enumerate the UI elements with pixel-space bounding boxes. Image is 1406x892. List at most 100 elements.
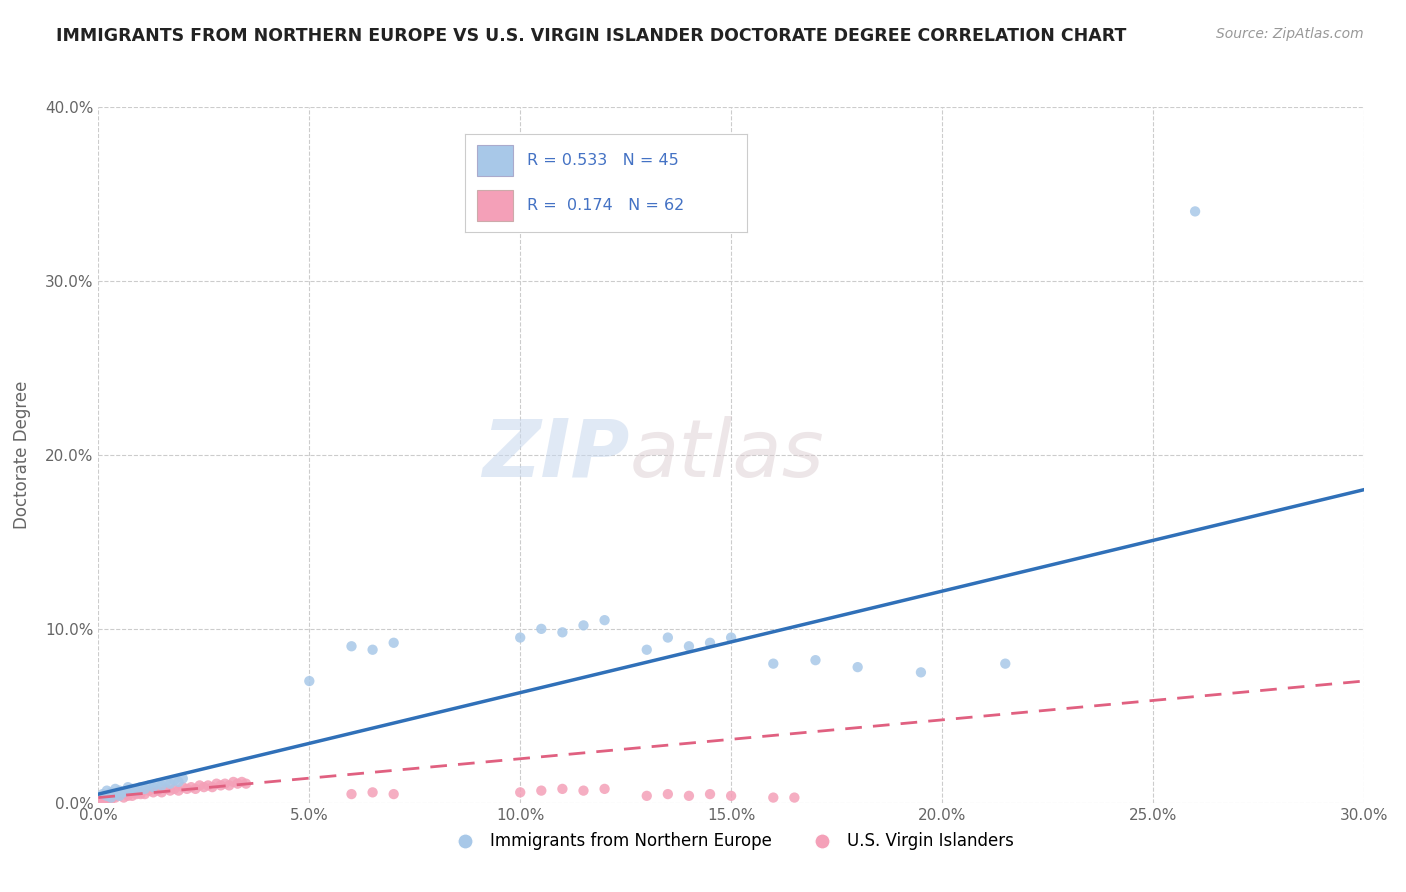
Point bbox=[125, 783, 148, 797]
Point bbox=[91, 794, 114, 808]
Y-axis label: Doctorate Degree: Doctorate Degree bbox=[13, 381, 31, 529]
Point bbox=[361, 642, 384, 657]
Point bbox=[657, 631, 679, 645]
Point bbox=[138, 783, 160, 797]
Point bbox=[96, 792, 118, 806]
Point bbox=[155, 775, 177, 789]
Point bbox=[100, 787, 122, 801]
Point bbox=[91, 790, 114, 805]
Point bbox=[117, 780, 139, 794]
Text: R = 0.533   N = 45: R = 0.533 N = 45 bbox=[527, 153, 679, 169]
Point bbox=[121, 785, 143, 799]
Point bbox=[222, 775, 245, 789]
Point bbox=[209, 778, 232, 793]
Bar bbox=[477, 190, 513, 221]
Bar bbox=[477, 145, 513, 177]
Text: R =  0.174   N = 62: R = 0.174 N = 62 bbox=[527, 198, 685, 213]
Point bbox=[104, 781, 127, 796]
Point bbox=[636, 789, 658, 803]
Point bbox=[678, 789, 700, 803]
Point bbox=[197, 778, 219, 793]
Point bbox=[509, 631, 531, 645]
Point bbox=[167, 775, 190, 789]
Point bbox=[96, 783, 118, 797]
Point bbox=[340, 787, 363, 801]
Point bbox=[146, 783, 169, 797]
Point bbox=[994, 657, 1017, 671]
Point bbox=[184, 781, 207, 796]
Point bbox=[804, 653, 827, 667]
Point bbox=[720, 631, 742, 645]
Point bbox=[699, 787, 721, 801]
Point bbox=[382, 636, 405, 650]
Point bbox=[104, 790, 127, 805]
Point bbox=[188, 778, 211, 793]
Point bbox=[91, 787, 114, 801]
Point bbox=[340, 639, 363, 653]
Point bbox=[100, 792, 122, 806]
Point bbox=[530, 622, 553, 636]
Point bbox=[142, 785, 165, 799]
Point bbox=[678, 639, 700, 653]
Point bbox=[159, 783, 181, 797]
Point bbox=[129, 780, 152, 794]
Point bbox=[117, 789, 139, 803]
Point bbox=[193, 780, 215, 794]
Point bbox=[235, 777, 257, 791]
Point bbox=[134, 781, 156, 796]
Point bbox=[125, 787, 148, 801]
Point bbox=[783, 790, 806, 805]
Point bbox=[163, 773, 186, 788]
Point bbox=[762, 657, 785, 671]
Point bbox=[205, 777, 228, 791]
Point bbox=[129, 785, 152, 799]
Point bbox=[176, 781, 198, 796]
Point bbox=[214, 777, 236, 791]
Point bbox=[150, 785, 173, 799]
Point bbox=[104, 787, 127, 801]
Point bbox=[112, 785, 135, 799]
Point bbox=[551, 781, 574, 796]
Point bbox=[129, 787, 152, 801]
Point bbox=[100, 790, 122, 805]
Point bbox=[108, 783, 131, 797]
Point bbox=[201, 780, 224, 794]
Point bbox=[96, 789, 118, 803]
Point bbox=[593, 613, 616, 627]
Point bbox=[530, 783, 553, 797]
Text: atlas: atlas bbox=[630, 416, 825, 494]
Point bbox=[112, 785, 135, 799]
Point bbox=[172, 772, 194, 786]
Point bbox=[699, 636, 721, 650]
Point bbox=[142, 780, 165, 794]
Point bbox=[108, 787, 131, 801]
Point bbox=[636, 642, 658, 657]
Point bbox=[509, 785, 531, 799]
Point bbox=[231, 775, 253, 789]
Point bbox=[720, 789, 742, 803]
Point bbox=[117, 783, 139, 797]
Point bbox=[593, 781, 616, 796]
Point bbox=[100, 785, 122, 799]
Point bbox=[100, 790, 122, 805]
Point bbox=[104, 789, 127, 803]
Point bbox=[163, 781, 186, 796]
Point bbox=[382, 787, 405, 801]
Point bbox=[762, 790, 785, 805]
Point bbox=[1184, 204, 1206, 219]
Point bbox=[138, 778, 160, 793]
Point bbox=[226, 777, 249, 791]
Point bbox=[218, 778, 240, 793]
Legend: Immigrants from Northern Europe, U.S. Virgin Islanders: Immigrants from Northern Europe, U.S. Vi… bbox=[441, 826, 1021, 857]
Point bbox=[96, 790, 118, 805]
Point bbox=[146, 777, 169, 791]
Text: ZIP: ZIP bbox=[482, 416, 630, 494]
Point bbox=[159, 777, 181, 791]
Point bbox=[551, 625, 574, 640]
Point bbox=[155, 781, 177, 796]
Point bbox=[572, 618, 595, 632]
Text: Source: ZipAtlas.com: Source: ZipAtlas.com bbox=[1216, 27, 1364, 41]
Point bbox=[134, 787, 156, 801]
Point bbox=[910, 665, 932, 680]
Text: IMMIGRANTS FROM NORTHERN EUROPE VS U.S. VIRGIN ISLANDER DOCTORATE DEGREE CORRELA: IMMIGRANTS FROM NORTHERN EUROPE VS U.S. … bbox=[56, 27, 1126, 45]
